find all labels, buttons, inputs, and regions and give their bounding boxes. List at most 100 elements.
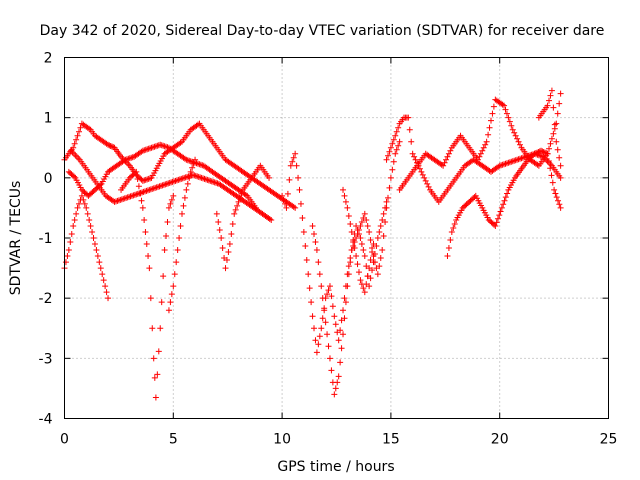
data-point [76,128,83,135]
data-point [155,183,162,190]
data-point [157,182,164,189]
data-point [242,191,249,198]
data-point [189,171,196,178]
data-point [145,253,152,260]
data-point [328,367,335,374]
data-point [190,160,197,167]
data-point [519,154,526,161]
data-point [181,174,188,181]
data-points [61,87,564,401]
data-point [202,176,209,183]
data-point [547,92,554,99]
data-point [502,160,509,167]
data-point [348,228,355,235]
data-point [151,374,158,381]
data-point [71,140,78,147]
data-point [505,114,512,121]
data-point [553,138,560,145]
data-point [392,150,399,157]
data-point [81,200,88,207]
y-axis-label: SDTVAR / TECUs [8,181,24,296]
data-point [535,148,542,155]
data-point [143,187,150,194]
chart-title: Day 342 of 2020, Sidereal Day-to-day VTE… [40,23,605,39]
data-point [231,210,238,217]
data-point [537,152,544,159]
data-point [335,373,342,380]
data-point [512,132,519,139]
data-point [176,176,183,183]
x-tick-label: 20 [491,432,509,448]
data-point [492,222,499,229]
data-point [556,154,563,161]
data-point [416,165,423,172]
data-point [165,180,172,187]
data-point [321,307,328,314]
data-point [108,143,115,150]
data-point [197,174,204,181]
data-point [347,259,354,266]
tick-labels: 0 5 10 15 20 25 -4 -3 -2 -1 0 1 2 [39,51,618,448]
data-point [123,156,130,163]
data-point [316,333,323,340]
x-axis-label: GPS time / hours [277,459,394,475]
data-point [540,148,547,155]
data-point [218,235,225,241]
data-point [494,215,501,222]
data-point [387,144,394,151]
data-point [279,192,286,199]
data-point [361,289,368,296]
data-point [363,216,370,223]
data-point [114,197,121,204]
data-point [353,253,360,260]
data-point [474,156,481,163]
data-point [506,118,513,125]
data-point [146,265,153,272]
data-point [550,104,557,111]
data-point [201,175,208,182]
data-point [138,197,145,204]
data-point [509,158,516,165]
data-point [344,204,351,211]
data-point [485,131,492,138]
data-point [156,183,163,190]
data-point [422,177,429,184]
data-point [118,196,125,203]
data-point [395,142,402,149]
data-point [121,195,128,202]
data-point [376,228,383,235]
data-point [170,192,177,199]
data-point [115,197,122,204]
data-point [515,138,522,145]
data-point [183,156,190,163]
series-arc-n [535,87,564,169]
data-point [421,174,428,181]
data-point [96,259,103,266]
data-point [105,141,112,148]
data-point [322,319,329,326]
data-point [367,237,374,244]
data-point [350,237,357,244]
data-point [556,201,563,208]
data-point [132,170,139,177]
data-point [326,283,333,290]
data-point [342,198,349,205]
data-point [544,102,551,109]
data-point [379,216,386,223]
data-point [237,194,244,201]
data-point [361,253,368,260]
data-point [319,315,326,322]
data-point [150,185,157,192]
data-point [163,180,170,187]
x-tick-label: 15 [382,432,400,448]
data-point [165,204,172,211]
data-point [194,173,201,180]
data-point [147,295,154,302]
data-point [165,307,172,314]
data-point [167,299,174,306]
data-point [344,283,351,290]
data-point [337,359,344,366]
data-point [534,149,541,156]
data-point [383,198,390,205]
data-point [499,101,506,108]
